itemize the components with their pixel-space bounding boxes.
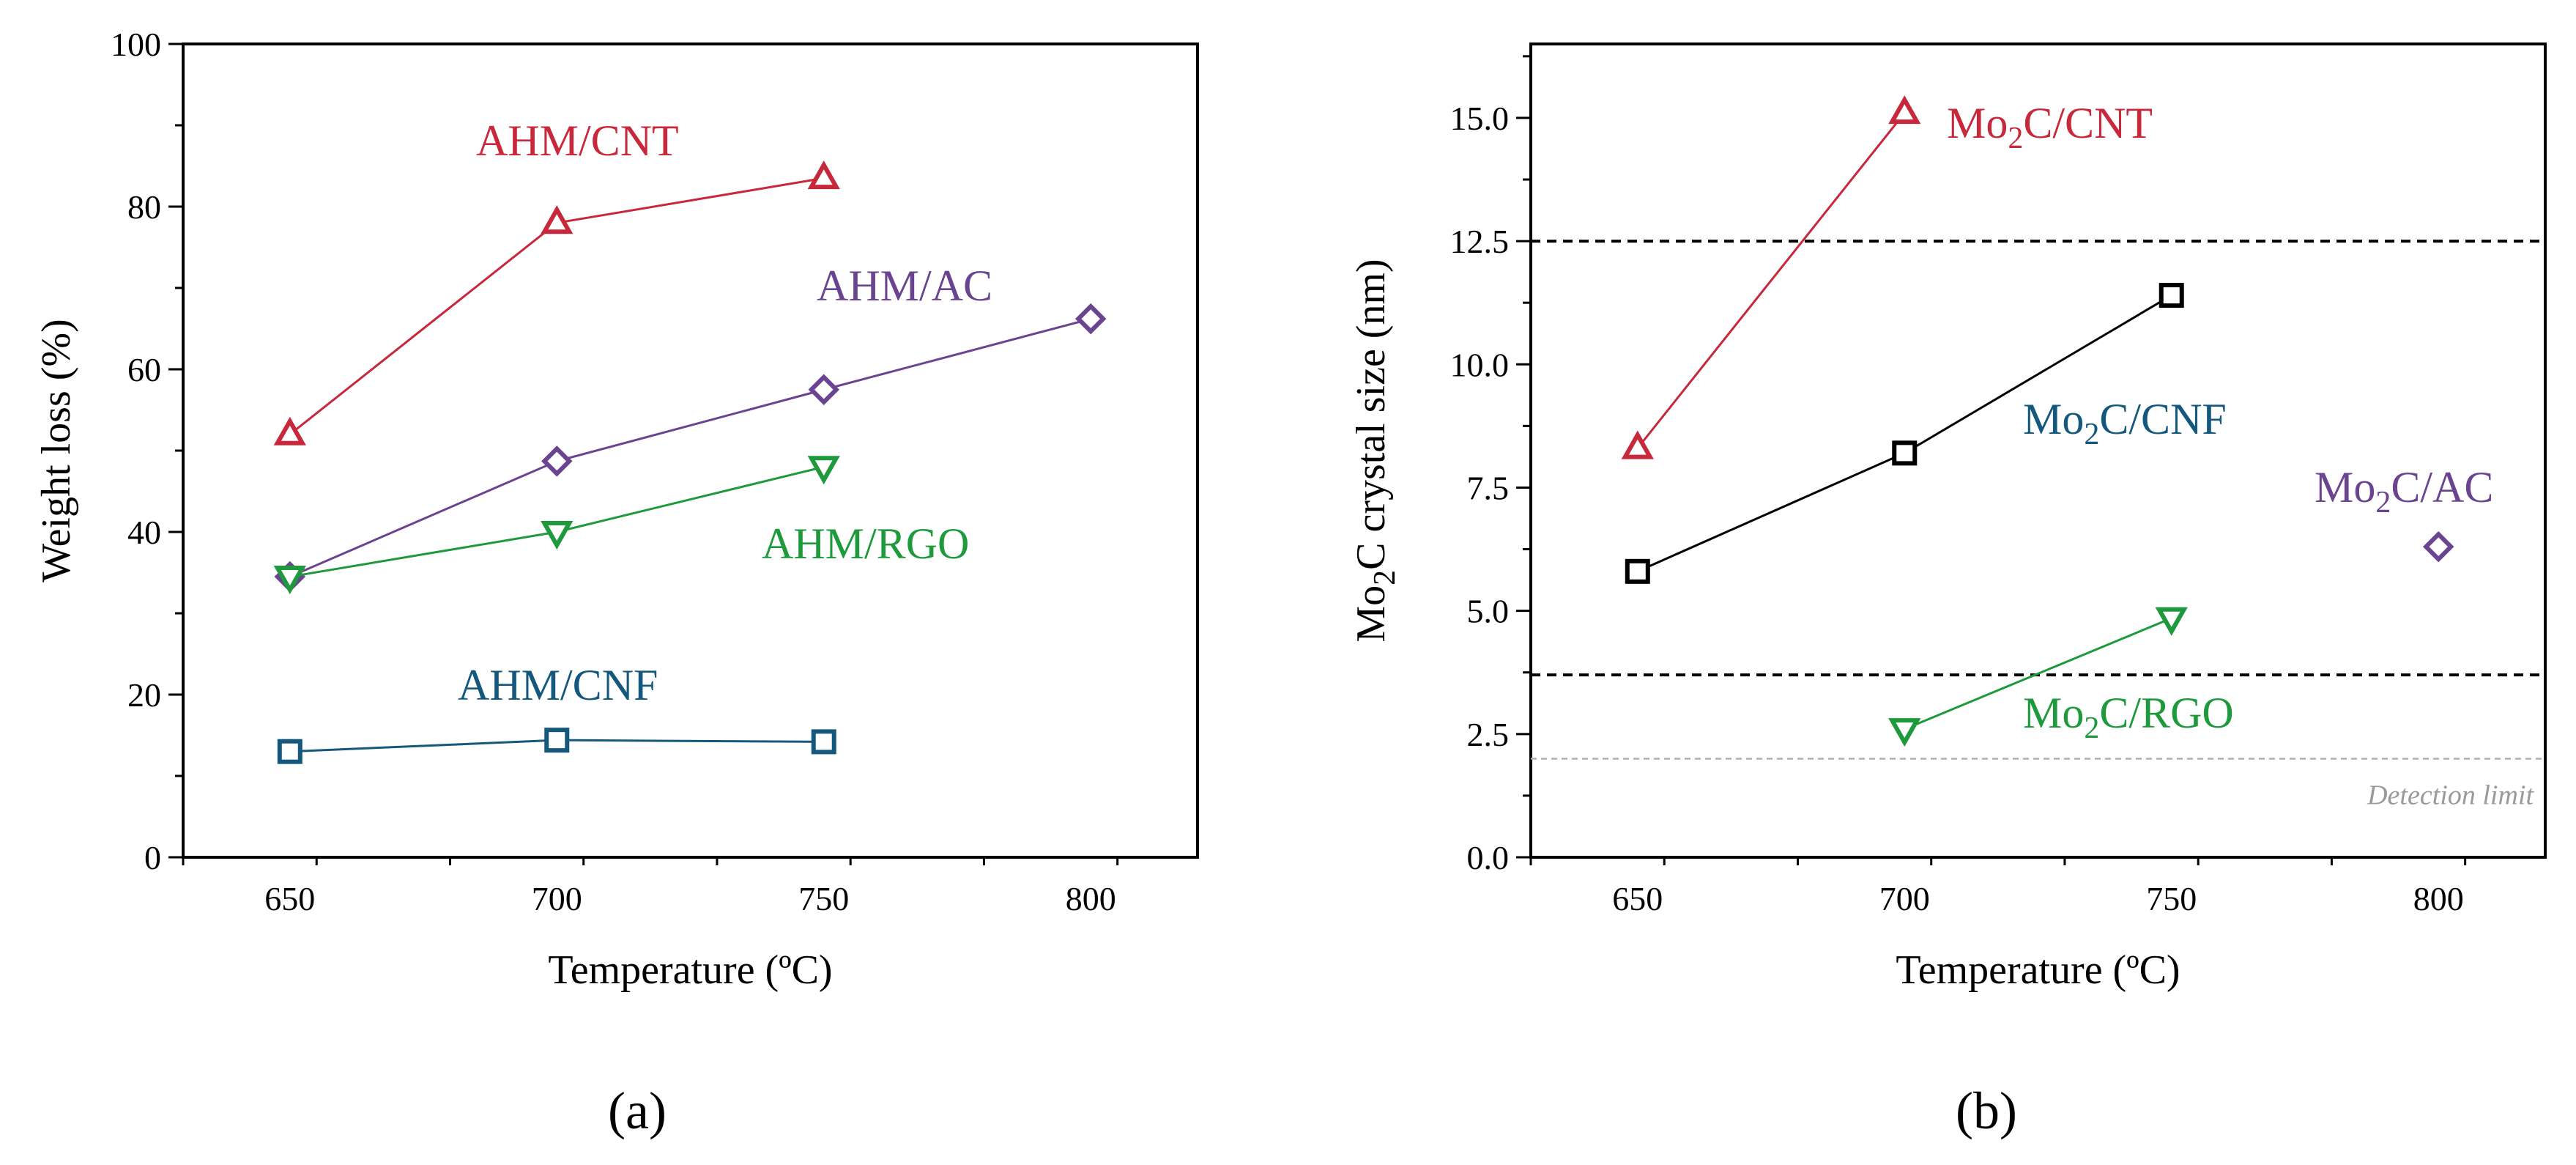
x-tick-label: 750	[2146, 880, 2197, 917]
data-point-mo2c-cnt	[1621, 430, 1654, 459]
y-tick-label: 60	[127, 351, 161, 388]
series-mo2c-cnt	[1621, 95, 1921, 459]
y-axis-title: Weight loss (%)	[34, 319, 79, 582]
x-tick-label: 750	[798, 880, 849, 917]
panel-a-weight-loss-chart: 650 700 750 800 0 20 40 60 80 100 Temperature (ºC)…	[34, 26, 1199, 1140]
x-tick-label: 800	[2413, 880, 2464, 917]
data-point-ahm-cnf	[811, 729, 836, 755]
y-tick-label: 2.5	[1467, 716, 1510, 753]
y-tick-label: 80	[127, 188, 161, 226]
data-point-mo2c-rgo	[1888, 718, 1921, 747]
y-tick-label: 100	[111, 26, 161, 63]
data-point-ahm-cnt	[807, 160, 840, 190]
series-label-mo2c-cnt: Mo2C/CNT	[1947, 99, 2153, 155]
series-ahm-rgo	[273, 456, 840, 595]
x-axis-title: Temperature (ºC)	[548, 947, 832, 993]
panel-label: (a)	[608, 1081, 667, 1140]
data-point-mo2c-cnf	[1892, 440, 1918, 466]
data-point-mo2c-cnf	[1625, 558, 1650, 584]
data-point-ahm-cnf	[544, 728, 570, 753]
y-tick-label: 12.5	[1450, 223, 1510, 260]
data-point-ahm-rgo	[807, 456, 840, 485]
series-label-mo2c-rgo: Mo2C/RGO	[2023, 689, 2234, 745]
data-point-mo2c-rgo	[2155, 607, 2188, 636]
data-point-ahm-rgo	[541, 521, 574, 550]
y-tick-label: 0	[144, 839, 161, 876]
data-point-ahm-ac	[541, 445, 573, 477]
series-label-ahm-cnf: AHM/CNF	[458, 661, 658, 709]
data-point-ahm-cnt	[541, 205, 574, 234]
series-ahm-ac	[274, 303, 1107, 593]
series-ahm-cnt	[273, 160, 840, 445]
series-mo2c-rgo	[1888, 607, 2188, 747]
x-tick-label: 700	[532, 880, 582, 917]
series-label-mo2c-ac: Mo2C/AC	[2315, 463, 2493, 519]
series-line-mo2c-rgo	[1904, 617, 2172, 731]
data-point-ahm-cnf	[277, 739, 302, 764]
data-point-mo2c-cnf	[2159, 283, 2184, 308]
series-mo2c-ac	[2422, 530, 2454, 563]
series-ahm-cnf	[277, 728, 836, 764]
y-tick-label: 15.0	[1450, 100, 1510, 137]
y-tick-label: 20	[127, 676, 161, 714]
plot-frame	[182, 42, 1199, 859]
y-axis-title: Mo2C crystal size (nm)	[1348, 259, 1402, 642]
detection-limit-label: Detection limit	[2367, 780, 2534, 810]
y-tick-label: 0.0	[1467, 839, 1510, 876]
x-tick-label: 700	[1879, 880, 1930, 917]
series-label-mo2c-cnf: Mo2C/CNF	[2023, 395, 2227, 451]
series-line-mo2c-cnt	[1636, 112, 1906, 449]
series-label-ahm-rgo: AHM/RGO	[762, 519, 969, 568]
plot-frame	[1529, 42, 2547, 859]
y-tick-label: 40	[127, 514, 161, 551]
data-point-ahm-cnt	[273, 416, 306, 445]
data-point-mo2c-ac	[2422, 530, 2454, 563]
panel-label: (b)	[1956, 1081, 2017, 1140]
x-tick-label: 800	[1066, 880, 1116, 917]
series-label-ahm-ac: AHM/AC	[817, 262, 992, 310]
x-tick-label: 650	[264, 880, 315, 917]
data-point-ahm-ac	[1074, 303, 1107, 335]
series-label-ahm-cnt: AHM/CNT	[476, 116, 679, 165]
x-axis-title: Temperature (ºC)	[1896, 947, 2180, 993]
data-point-ahm-ac	[808, 374, 839, 405]
series-mo2c-cnf	[1625, 283, 2184, 584]
series-line-ahm-ac	[289, 317, 1091, 578]
panel-b-crystal-size-chart: 650 700 750 800 0.0 2.5 5.0 7.5 10.0 12.5 15.0 Temp…	[1348, 42, 2547, 1140]
x-tick-label: 650	[1612, 880, 1663, 917]
y-tick-label: 10.0	[1450, 346, 1510, 383]
y-tick-label: 7.5	[1467, 469, 1510, 506]
y-tick-label: 5.0	[1467, 593, 1510, 630]
data-point-mo2c-cnt	[1888, 95, 1921, 125]
data-point-ahm-rgo	[273, 566, 306, 595]
